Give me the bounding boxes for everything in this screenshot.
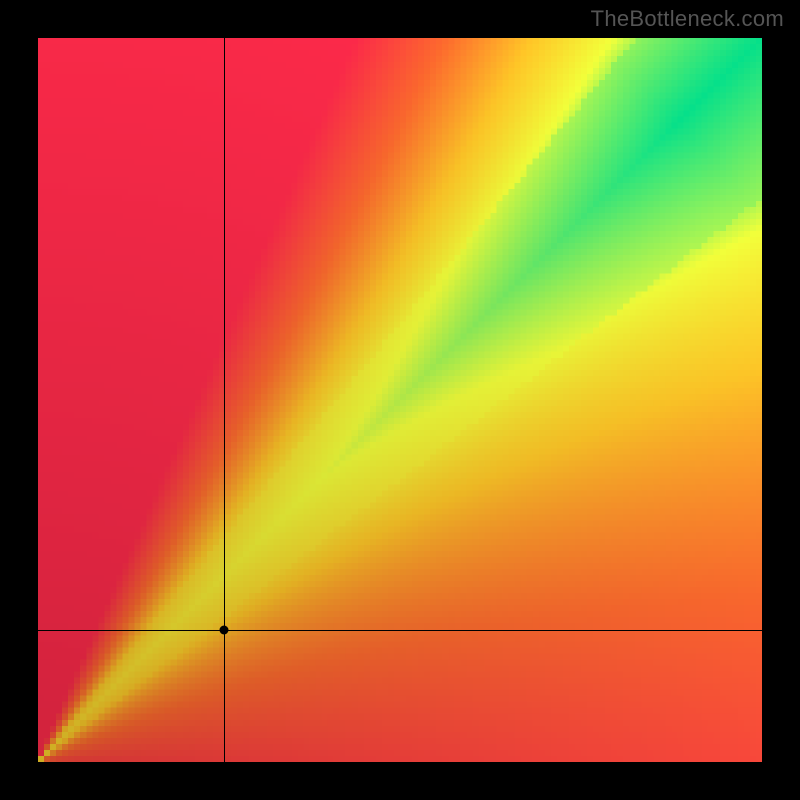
watermark-text: TheBottleneck.com (591, 6, 784, 32)
plot-area (38, 38, 762, 762)
crosshair-horizontal (38, 630, 762, 631)
bottleneck-heatmap (38, 38, 762, 762)
crosshair-vertical (224, 38, 225, 762)
marker-dot (220, 625, 229, 634)
chart-frame: TheBottleneck.com (0, 0, 800, 800)
